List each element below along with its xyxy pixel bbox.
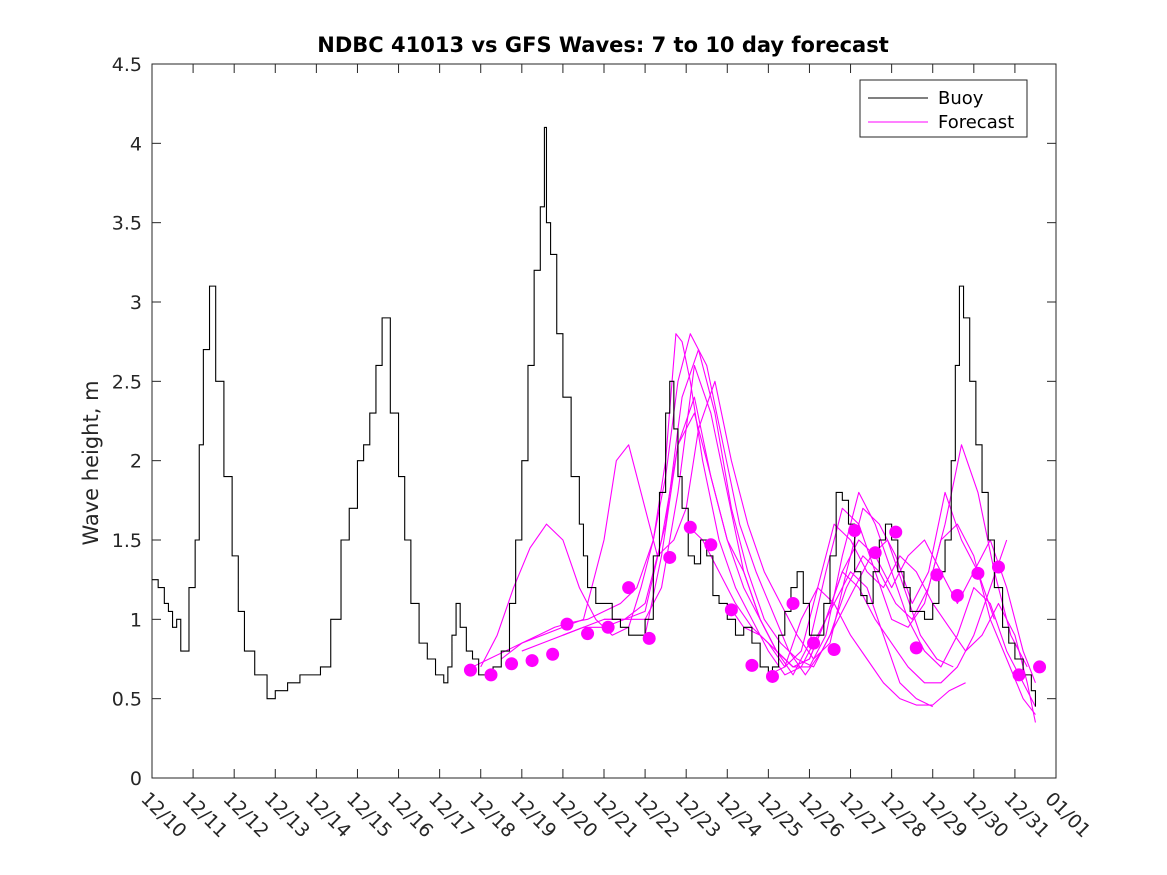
y-tick-label: 1 [130,609,142,631]
axis-ticks [151,63,1057,779]
forecast-marker [991,560,1005,574]
x-tick-label: 12/24 [712,788,766,842]
y-axis-tick-labels: 0 0.5 1 1.5 2 2.5 3 3.5 4 4.5 [112,54,142,790]
forecast-marker [786,596,800,610]
forecast-series-line [521,349,1028,668]
forecast-marker [704,538,718,552]
x-tick-label: 12/18 [465,788,519,842]
x-tick-label: 12/21 [588,788,642,842]
legend-box [859,79,1028,138]
x-tick-label: 12/31 [999,788,1053,842]
forecast-marker [505,657,519,671]
forecast-series-line [472,333,933,708]
forecast-marker [1033,660,1047,674]
y-tick-label: 4.5 [112,54,142,76]
y-axis-label: Wave height, m [79,380,103,545]
legend-buoy-label: Buoy [938,88,984,109]
forecast-marker [745,658,759,672]
forecast-marker [622,581,636,595]
forecast-marker [525,654,539,668]
y-tick-label: 3.5 [112,213,142,235]
forecast-marker [724,603,738,617]
forecast-marker [765,669,779,683]
x-tick-label: 12/13 [260,788,314,842]
forecast-marker [463,663,477,677]
y-tick-label: 2.5 [112,371,142,393]
x-tick-label: 12/19 [506,788,560,842]
x-tick-label: 12/25 [753,788,807,842]
forecast-marker [950,589,964,603]
forecast-marker [909,641,923,655]
x-tick-label: 12/11 [178,788,232,842]
legend: Buoy Forecast [859,79,1028,138]
x-tick-label: 12/22 [630,788,684,842]
forecast-marker [930,568,944,582]
forecast-marker [484,668,498,682]
forecast-series-line [644,396,1036,707]
forecast-series-line [604,364,1036,715]
x-tick-label: 12/23 [671,788,725,842]
forecast-marker [868,546,882,560]
forecast-marker [581,627,595,641]
x-axis-tick-labels: 12/1012/1112/1212/1312/1412/1512/1612/17… [136,788,1094,842]
x-tick-label: 01/01 [1040,788,1094,842]
chart-title: NDBC 41013 vs GFS Waves: 7 to 10 day for… [317,33,888,57]
forecast-marker [601,620,615,634]
y-tick-label: 0.5 [112,689,142,711]
x-tick-label: 12/30 [958,788,1012,842]
forecast-marker [1012,668,1026,682]
x-tick-label: 12/10 [136,788,190,842]
forecast-marker [848,523,862,537]
forecast-series-line [500,380,995,660]
x-tick-label: 12/17 [424,788,478,842]
forecast-marker [807,636,821,650]
x-tick-label: 12/16 [383,788,437,842]
x-tick-label: 12/27 [835,788,889,842]
x-tick-label: 12/15 [342,788,396,842]
forecast-marker [642,631,656,645]
forecast-series-line [768,587,966,706]
y-tick-label: 1.5 [112,530,142,552]
y-tick-label: 3 [130,292,142,314]
forecast-marker [827,642,841,656]
legend-forecast-label: Forecast [938,112,1014,133]
buoy-series-line [152,126,1036,707]
y-tick-label: 4 [130,133,142,155]
forecast-marker [889,525,903,539]
forecast-marker [546,647,560,661]
x-tick-label: 12/29 [917,788,971,842]
x-tick-label: 12/28 [876,788,930,842]
forecast-marker [663,550,677,564]
y-tick-label: 0 [130,768,142,790]
series-lines [152,126,1036,723]
forecast-marker [683,520,697,534]
x-tick-label: 12/12 [219,788,273,842]
forecast-marker [560,617,574,631]
x-tick-label: 12/20 [547,788,601,842]
forecast-markers [463,520,1047,683]
forecast-series-line [685,523,1036,723]
x-tick-label: 12/26 [794,788,848,842]
y-tick-label: 2 [130,451,142,473]
forecast-marker [971,566,985,580]
plot-area [151,63,1057,779]
x-tick-label: 12/14 [301,788,355,842]
